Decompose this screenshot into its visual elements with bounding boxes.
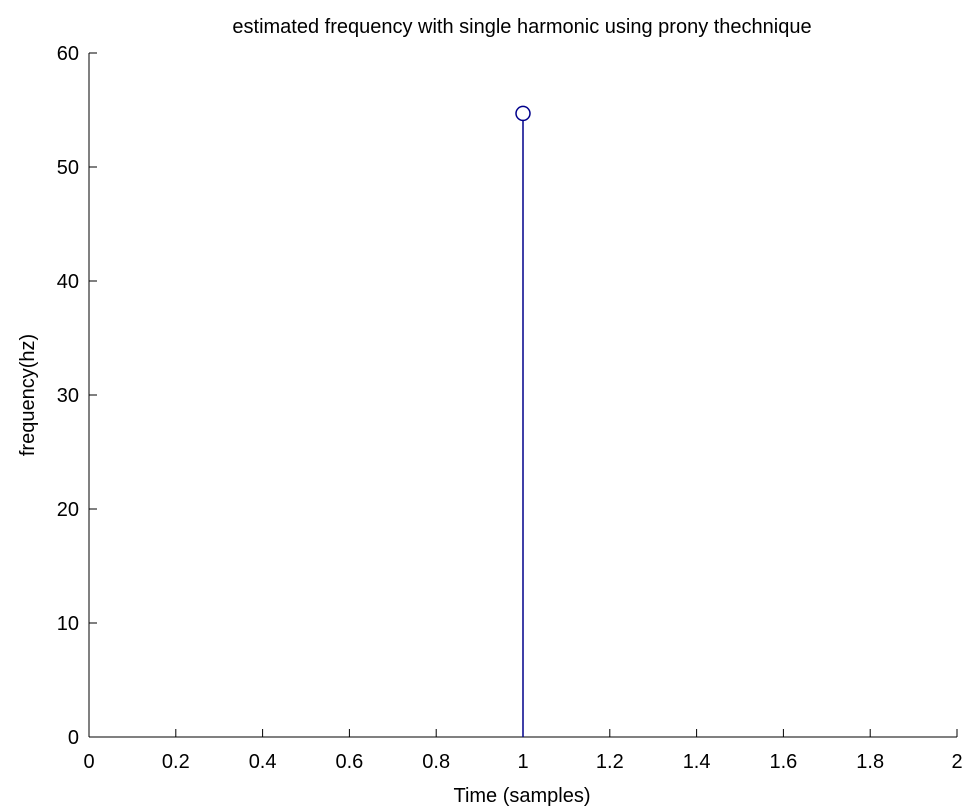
x-tick-label: 1.2 <box>596 751 624 773</box>
stem-marker-point <box>515 105 531 122</box>
chart-title: estimated frequency with single harmonic… <box>232 16 811 38</box>
x-tick-label: 0.4 <box>249 751 277 773</box>
x-tick-label: 1.8 <box>856 751 884 773</box>
x-axis-ticks: 0 0.2 0.4 0.6 0.8 1 1.2 1.4 1.6 1.8 2 <box>83 729 963 773</box>
x-tick-label: 1 <box>517 751 528 773</box>
x-tick-label: 2 <box>951 751 962 773</box>
x-tick-label: 0.6 <box>335 751 363 773</box>
x-axis-label: Time (samples) <box>453 785 590 807</box>
y-tick-label: 50 <box>57 157 79 179</box>
x-tick-label: 0.8 <box>422 751 450 773</box>
y-tick-label: 60 <box>57 43 79 65</box>
y-axis-label: frequency(hz) <box>17 334 39 456</box>
x-tick-label: 0.2 <box>162 751 190 773</box>
y-tick-label: 40 <box>57 271 79 293</box>
x-tick-label: 1.4 <box>683 751 711 773</box>
data-marks <box>515 105 531 737</box>
y-tick-label: 20 <box>57 499 79 521</box>
y-tick-label: 0 <box>68 727 79 749</box>
y-tick-label: 10 <box>57 613 79 635</box>
y-axis-ticks: 0 10 20 30 40 50 60 <box>57 43 97 749</box>
x-tick-label: 1.6 <box>769 751 797 773</box>
y-tick-label: 30 <box>57 385 79 407</box>
x-tick-label: 0 <box>83 751 94 773</box>
